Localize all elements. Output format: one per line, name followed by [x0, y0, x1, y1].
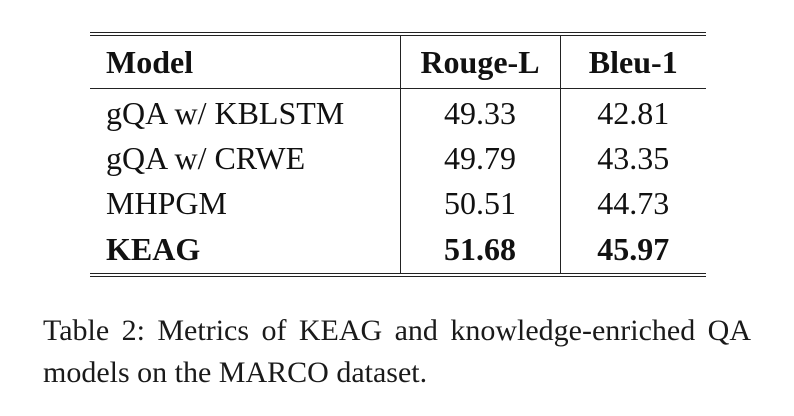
model-cell: MHPGM	[90, 181, 401, 226]
header-rouge-l: Rouge-L	[400, 34, 561, 89]
table-row: gQA w/ KBLSTM 49.33 42.81	[90, 88, 706, 136]
header-model: Model	[90, 34, 401, 89]
header-row: Model Rouge-L Bleu-1	[90, 34, 706, 89]
model-cell: gQA w/ CRWE	[90, 136, 401, 181]
table-body: gQA w/ KBLSTM 49.33 42.81 gQA w/ CRWE 49…	[90, 88, 706, 275]
table-header: Model Rouge-L Bleu-1	[90, 34, 706, 89]
rouge-l-cell: 49.33	[400, 88, 561, 136]
rouge-l-cell: 49.79	[400, 136, 561, 181]
rouge-l-cell: 51.68	[400, 226, 561, 275]
table-caption: Table 2: Metrics of KEAG and knowledge-e…	[43, 314, 751, 389]
table-row-best: KEAG 51.68 45.97	[90, 226, 706, 275]
table-row: gQA w/ CRWE 49.79 43.35	[90, 136, 706, 181]
results-table: Model Rouge-L Bleu-1 gQA w/ KBLSTM 49.33…	[90, 32, 706, 277]
rouge-l-cell: 50.51	[400, 181, 561, 226]
bleu-1-cell: 44.73	[597, 185, 670, 221]
model-cell: KEAG	[90, 226, 401, 275]
bleu-1-cell: 43.35	[597, 140, 670, 176]
header-bleu-1: Bleu-1	[560, 34, 706, 89]
model-cell: gQA w/ KBLSTM	[90, 88, 401, 136]
bleu-1-cell: 45.97	[597, 231, 670, 267]
table-row: MHPGM 50.51 44.73	[90, 181, 706, 226]
bleu-1-cell: 42.81	[597, 95, 670, 131]
